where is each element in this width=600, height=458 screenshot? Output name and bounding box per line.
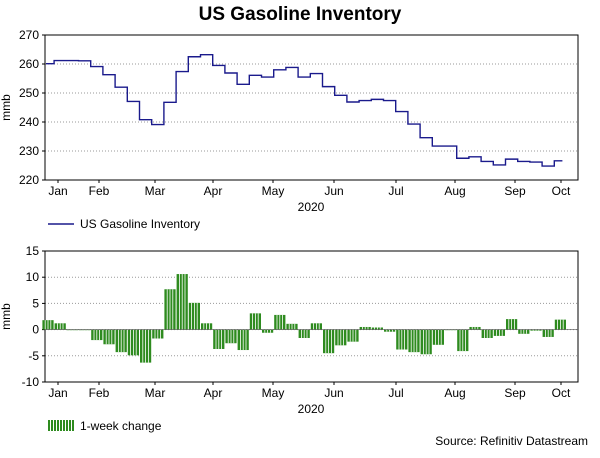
bar-x-tick-label: May — [262, 386, 285, 400]
change-bar — [286, 323, 298, 330]
change-bar — [262, 329, 274, 333]
bar-legend-swatch-stripe — [48, 420, 50, 431]
change-bar — [432, 329, 444, 345]
bar-panel: -10 -5 0 5 10 15 mmb Jan Feb Mar Apr May Jun Jul Aug Se… — [0, 244, 579, 433]
change-bar — [42, 320, 54, 330]
line-x-tick-label: Sep — [504, 184, 526, 198]
change-bar — [554, 319, 566, 330]
bar-x-tick-label: Jan — [48, 386, 67, 400]
change-bar — [103, 329, 115, 345]
line-y-tick-label: 230 — [19, 144, 39, 158]
line-x-tick-label: Mar — [145, 184, 166, 198]
bar-legend-swatch-stripe — [57, 420, 59, 431]
change-bar — [347, 329, 359, 342]
change-bar — [493, 329, 505, 336]
bar-y-tick-label: 15 — [26, 244, 40, 258]
change-bar — [481, 329, 493, 338]
change-bar — [140, 329, 152, 363]
bar-x-tick-label: Oct — [552, 386, 571, 400]
line-y-tick-label: 260 — [19, 57, 39, 71]
gasoline-inventory-line — [46, 54, 563, 167]
line-x-tick-label: Jun — [324, 184, 343, 198]
line-x-tick-label: May — [262, 184, 285, 198]
bar-legend-swatch-stripe — [69, 420, 71, 431]
source-note: Source: Refinitiv Datastream — [435, 434, 588, 448]
line-y-axis-label: mmb — [0, 94, 13, 121]
change-bar — [469, 326, 481, 330]
change-bar — [420, 329, 432, 355]
bar-y-tick-label: -5 — [28, 349, 39, 363]
line-x-tick-label: Oct — [552, 184, 571, 198]
change-bar — [506, 319, 518, 330]
change-bar — [225, 329, 237, 344]
change-bar — [310, 323, 322, 330]
change-bar — [213, 329, 225, 349]
bar-legend-swatch-stripe — [60, 420, 62, 431]
bar-x-tick-label: Aug — [444, 386, 465, 400]
change-bar — [298, 329, 310, 338]
line-x-tick-label: Feb — [89, 184, 110, 198]
bar-legend-swatch-stripe — [72, 420, 74, 431]
change-bar — [115, 329, 127, 353]
bar-y-axis-label: mmb — [0, 303, 13, 330]
bar-plot-frame — [44, 250, 579, 383]
bar-legend-swatch-stripe — [54, 420, 56, 431]
bar-x-tick-label: Sep — [504, 386, 526, 400]
bar-y-tick-label: 5 — [32, 296, 39, 310]
bar-legend-swatch-stripe — [63, 420, 65, 431]
line-plot-frame — [44, 34, 579, 181]
change-bar — [249, 313, 261, 330]
line-x-tick-label: Jul — [388, 184, 403, 198]
bar-y-tick-label: -10 — [22, 375, 40, 389]
bar-y-tick-label: 10 — [26, 270, 40, 284]
change-bar — [201, 323, 213, 330]
line-x-axis-label: 2020 — [298, 200, 325, 214]
change-bar — [127, 329, 139, 356]
change-bar — [176, 274, 188, 330]
line-y-tick-label: 240 — [19, 115, 39, 129]
change-bar — [396, 329, 408, 350]
line-legend-label: US Gasoline Inventory — [80, 217, 200, 231]
change-bar — [457, 329, 469, 352]
bar-x-tick-label: Mar — [145, 386, 166, 400]
line-y-tick-label: 270 — [19, 28, 39, 42]
bar-legend-swatch-stripe — [51, 420, 53, 431]
change-bar — [323, 329, 335, 354]
change-bar — [359, 326, 371, 330]
change-bar — [188, 302, 200, 330]
change-bar — [237, 329, 249, 351]
change-bar — [542, 329, 554, 337]
change-bar — [335, 329, 347, 346]
line-x-tick-label: Aug — [444, 184, 465, 198]
line-x-tick-label: Apr — [204, 184, 223, 198]
change-bar — [164, 289, 176, 330]
line-panel: 220 230 240 250 260 270 mmb Jan Feb Mar Apr May Jun J… — [0, 28, 579, 231]
change-bar — [371, 327, 383, 330]
bar-x-tick-label: Apr — [204, 386, 223, 400]
line-x-tick-label: Jan — [48, 184, 67, 198]
line-y-tick-label: 250 — [19, 86, 39, 100]
line-y-tick-label: 220 — [19, 173, 39, 187]
chart-title: US Gasoline Inventory — [198, 4, 402, 25]
change-bar — [408, 329, 420, 353]
bar-legend-label: 1-week change — [80, 419, 162, 433]
bar-x-tick-label: Jul — [388, 386, 403, 400]
change-bar — [54, 323, 66, 330]
change-bar — [384, 329, 396, 332]
change-bar — [518, 329, 530, 334]
change-bar — [91, 329, 103, 341]
bar-legend-swatch — [48, 420, 74, 431]
bar-y-tick-label: 0 — [32, 323, 39, 337]
bar-x-axis-label: 2020 — [298, 402, 325, 416]
bar-x-tick-label: Feb — [89, 386, 110, 400]
change-bar — [274, 314, 286, 330]
bar-x-tick-label: Jun — [324, 386, 343, 400]
bar-legend-swatch-stripe — [66, 420, 68, 431]
change-bar — [152, 329, 164, 339]
